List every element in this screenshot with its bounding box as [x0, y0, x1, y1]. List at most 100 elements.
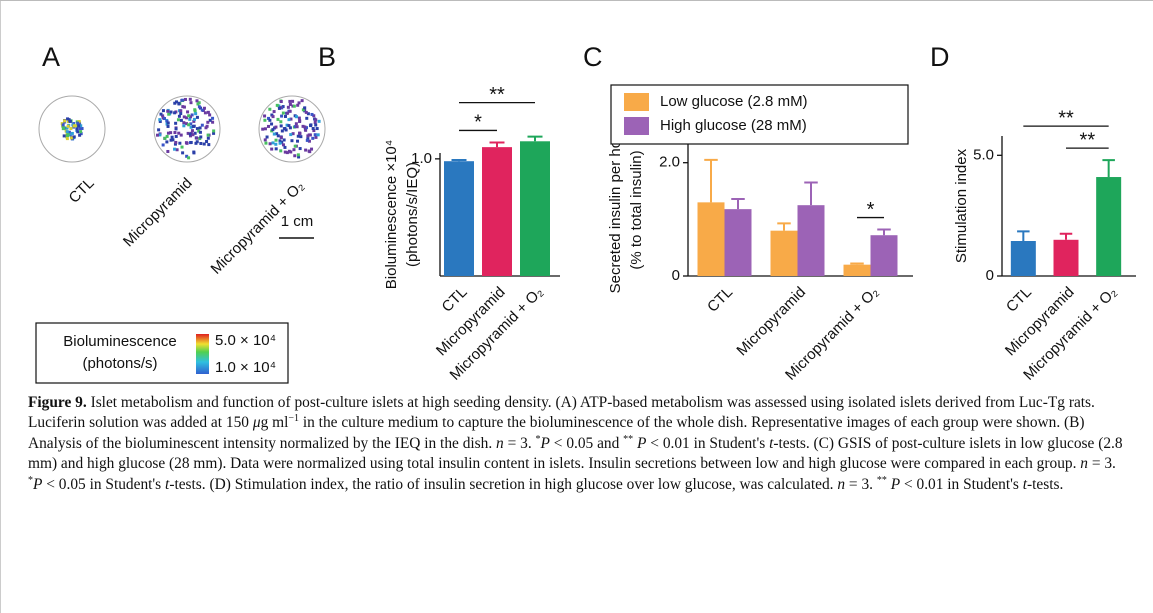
islet-signal — [261, 128, 264, 131]
islet-signal — [292, 148, 295, 151]
islet-signal — [207, 137, 210, 140]
islet-signal — [171, 136, 174, 139]
error-bar — [804, 183, 818, 206]
islet-signal — [67, 125, 70, 128]
legend-swatch — [624, 117, 649, 135]
islet-signal — [318, 120, 321, 123]
islet-signal — [187, 114, 190, 117]
error-bar — [1017, 231, 1030, 241]
group-label: Micropyramid — [120, 175, 196, 251]
islet-signal — [199, 131, 202, 134]
islet-signal — [173, 148, 176, 151]
islet-signal — [299, 135, 302, 138]
islet-signal — [176, 148, 179, 151]
islet-signal — [175, 127, 178, 130]
islet-signal — [277, 134, 280, 137]
islet-signal — [284, 151, 287, 154]
islet-signal — [273, 133, 276, 136]
islet-signal — [298, 132, 301, 135]
caption-run: P — [541, 435, 550, 452]
islet-signal — [306, 139, 309, 142]
islet-signal — [270, 122, 273, 125]
islet-signal — [291, 100, 294, 103]
islet-signal — [207, 143, 210, 146]
group-label: CTL — [66, 175, 98, 207]
y-axis-label: Stimulation index — [953, 148, 970, 263]
caption-run: < 0.01 in Student's — [900, 476, 1023, 493]
islet-signal — [289, 103, 292, 106]
islet-signal — [166, 110, 169, 113]
islet-signal — [67, 133, 70, 136]
islet-signal — [199, 142, 202, 145]
islet-signal — [314, 136, 317, 139]
y-tick-label: 1.0 — [411, 150, 432, 167]
islet-signal — [280, 115, 283, 118]
islet-signal — [69, 127, 72, 130]
islet-signal — [264, 138, 267, 141]
islet-signal — [308, 150, 311, 153]
islet-signal — [75, 127, 78, 130]
y-tick-label: 5.0 — [973, 146, 994, 163]
bar — [1054, 240, 1079, 276]
islet-signal — [201, 124, 204, 127]
islet-signal — [191, 133, 194, 136]
islet-signal — [278, 107, 281, 110]
x-tick-label: Micropyramid — [733, 284, 809, 360]
islet-signal — [195, 99, 198, 102]
islet-signal — [62, 127, 65, 130]
colorbar-max: 5.0 × 10⁴ — [215, 332, 276, 349]
islet-signal — [62, 123, 65, 126]
islet-signal — [212, 129, 215, 132]
islet-signal — [189, 98, 192, 101]
islet-signal — [178, 115, 181, 118]
islet-signal — [314, 124, 317, 127]
islet-signal — [183, 115, 186, 118]
islet-signal — [305, 117, 308, 120]
islet-signal — [294, 145, 297, 148]
islet-signal — [287, 118, 290, 121]
islet-signal — [279, 142, 282, 145]
islet-signal — [207, 111, 210, 114]
panel-label: B — [318, 42, 336, 72]
islet-signal — [165, 140, 168, 143]
significance-label: ** — [489, 84, 505, 106]
islet-signal — [284, 115, 287, 118]
caption-run: ** — [877, 475, 887, 486]
islet-signal — [167, 132, 170, 135]
islet-signal — [266, 136, 269, 139]
bar — [725, 209, 752, 276]
islet-signal — [63, 119, 66, 122]
islet-signal — [174, 122, 177, 125]
islet-signal — [73, 135, 76, 138]
islet-dish — [154, 96, 220, 162]
page: CTLMicropyramidMicropyramid + O₂1 cmBiol… — [0, 0, 1153, 613]
error-bar — [452, 160, 467, 161]
islet-signal — [192, 151, 195, 154]
islet-signal — [309, 123, 312, 126]
colorbar-title: (photons/s) — [82, 355, 157, 372]
islet-signal — [193, 118, 196, 121]
bar — [520, 141, 550, 276]
islet-signal — [167, 125, 170, 128]
islet-signal — [76, 122, 79, 125]
islet-signal — [293, 154, 296, 157]
caption-run: n — [1080, 455, 1088, 472]
islet-signal — [308, 133, 311, 136]
legend-label: High glucose (28 mM) — [660, 117, 807, 134]
significance-label: * — [474, 112, 482, 134]
islet-signal — [186, 110, 189, 113]
islet-signal — [79, 130, 82, 133]
islet-signal — [182, 124, 185, 127]
islet-signal — [178, 142, 181, 145]
islet-signal — [190, 141, 193, 144]
y-axis-label: (photons/s/IEQ) — [404, 162, 421, 267]
islet-signal — [74, 124, 77, 127]
islet-signal — [274, 126, 277, 129]
islet-signal — [66, 137, 69, 140]
islet-signal — [170, 111, 173, 114]
islet-signal — [283, 127, 286, 130]
error-bar — [777, 223, 791, 230]
islet-signal — [263, 119, 266, 122]
caption-run: < 0.05 and — [550, 435, 623, 452]
islet-signal — [63, 134, 66, 137]
